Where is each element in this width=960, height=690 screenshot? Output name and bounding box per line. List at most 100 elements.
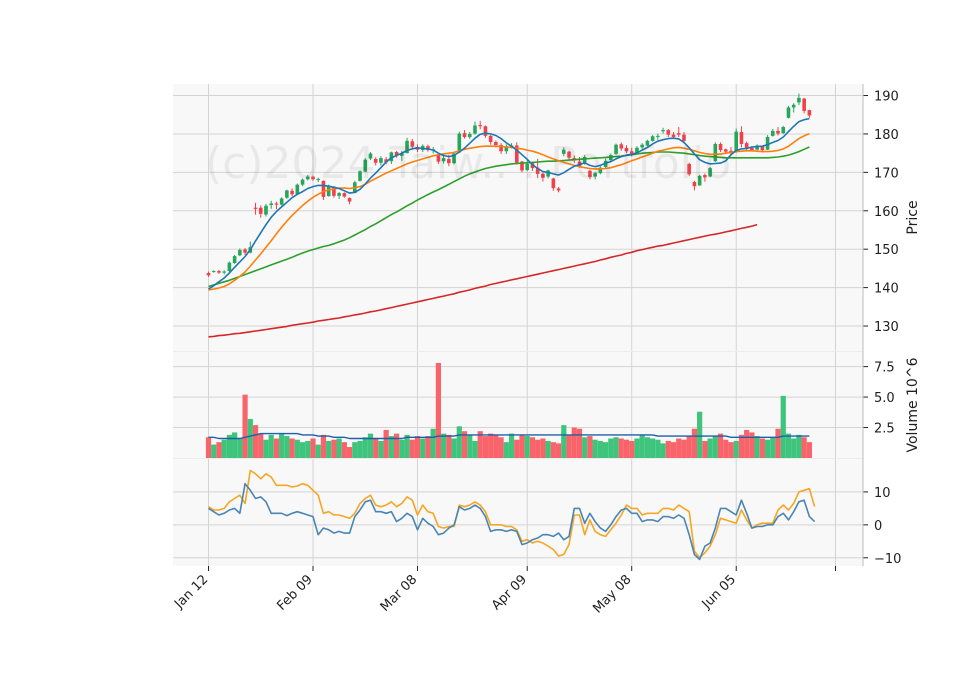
candlestick [410, 138, 415, 149]
candle-body [546, 170, 550, 177]
candlestick [671, 132, 676, 138]
volume-bar [561, 425, 567, 458]
candlestick [285, 189, 289, 199]
candlestick [363, 158, 368, 172]
volume-bar [482, 436, 489, 458]
candle-body [379, 158, 383, 163]
volume-bar [399, 439, 405, 458]
candle-body [771, 130, 775, 136]
volume-bar [634, 438, 640, 458]
candlestick [253, 202, 258, 215]
candlestick [624, 145, 629, 154]
candlestick [452, 151, 456, 165]
candle-body [750, 147, 754, 151]
volume-bar [373, 438, 379, 458]
candle-body [755, 145, 759, 150]
volume-bar [780, 395, 786, 458]
volume-bar [451, 438, 457, 458]
candle-body [321, 180, 326, 197]
candle-body [802, 98, 806, 111]
volume-bar [331, 439, 337, 458]
price-axis-title: Price [905, 200, 921, 234]
candlestick [708, 166, 712, 178]
candlestick [718, 142, 723, 152]
volume-bar [529, 437, 536, 458]
volume-bar [414, 436, 421, 458]
candlestick [441, 155, 446, 164]
candlestick [379, 156, 383, 166]
volume-bar [425, 436, 431, 458]
candlestick [676, 127, 681, 138]
candlestick [217, 269, 221, 274]
candlestick [316, 177, 321, 182]
volume-bar [535, 439, 541, 458]
volume-bar [665, 440, 671, 458]
candlestick [478, 120, 482, 130]
candle-body [582, 156, 587, 164]
volume-bar [352, 442, 358, 458]
candle-body [525, 163, 530, 171]
candle-body [776, 130, 780, 134]
candle-body [217, 271, 221, 273]
candlestick [457, 131, 462, 154]
volume-bar [618, 438, 624, 458]
candle-body [243, 249, 247, 253]
volume-bar [597, 440, 603, 458]
candlestick [394, 150, 399, 158]
candlestick [211, 270, 216, 273]
candlestick [546, 169, 550, 179]
volume-bar [670, 442, 677, 458]
candlestick [483, 125, 488, 138]
volume-bar [289, 438, 295, 458]
candlestick [290, 188, 294, 197]
candlestick [567, 150, 571, 161]
volume-bar [341, 442, 347, 458]
candlestick [619, 142, 624, 151]
volume-bar [216, 442, 222, 458]
candle-body [400, 153, 404, 156]
x-tick-label: Jan 12 [171, 572, 211, 612]
candlestick [666, 128, 671, 138]
candlestick [337, 191, 341, 199]
candle-body [478, 125, 482, 127]
volume-bar [571, 427, 577, 458]
candle-body [462, 133, 467, 138]
volume-bar [404, 434, 410, 458]
candle-body [718, 143, 723, 151]
candle-body [332, 186, 336, 196]
volume-bar [456, 426, 462, 458]
volume-bar [346, 447, 353, 458]
candle-body [300, 179, 305, 185]
price-tick-label: 130 [874, 320, 899, 335]
candle-body [786, 107, 791, 118]
x-tick-label: Apr 09 [489, 572, 530, 613]
candlestick [504, 144, 509, 154]
volume-bar [467, 434, 473, 458]
candlestick [243, 248, 247, 255]
oscillator-tick-label: −10 [874, 552, 901, 567]
volume-bar [744, 429, 750, 458]
volume-bar [383, 429, 389, 458]
candle-body [656, 135, 660, 137]
volume-bar [681, 439, 687, 458]
candle-body [791, 104, 796, 108]
candle-body [436, 154, 441, 162]
candle-body [368, 153, 373, 159]
candle-body [452, 153, 456, 164]
candle-body [363, 159, 368, 172]
candle-body [708, 168, 712, 177]
candle-body [483, 126, 488, 136]
candle-body [279, 198, 284, 205]
volume-bar [446, 434, 452, 458]
candlestick [734, 128, 739, 153]
volume-bar [435, 362, 441, 458]
candle-body [635, 147, 639, 154]
candlestick [264, 203, 268, 217]
volume-tick-label: 7.5 [874, 361, 895, 376]
candle-body [305, 176, 310, 180]
candlestick [781, 125, 786, 134]
candle-body [765, 137, 770, 150]
candlestick [739, 126, 744, 148]
candlestick [593, 171, 597, 180]
candlestick [797, 93, 801, 106]
